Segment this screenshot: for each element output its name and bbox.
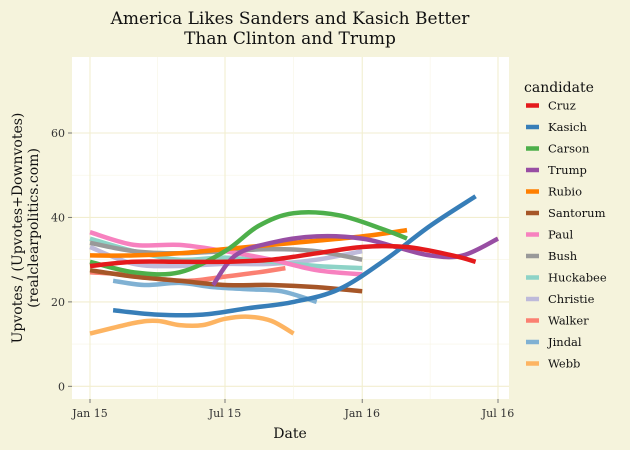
chart-title-line-2: Than Clinton and Trump	[184, 29, 396, 49]
legend-title: candidate	[524, 80, 594, 96]
series-line-webb	[89, 314, 295, 336]
x-tick-label: Jul 15	[208, 407, 242, 420]
plot-panel	[72, 57, 509, 399]
legend-label-cruz: Cruz	[548, 99, 576, 113]
y-axis-title: Upvotes / (Upvotes+Downvotes) (realclear…	[10, 113, 42, 344]
series-line-cruz	[89, 243, 477, 269]
legend: candidate Cruz Kasich Carson Trump Rubio Sant…	[524, 80, 607, 372]
legend-label-paul: Paul	[548, 228, 573, 242]
legend-label-webb: Webb	[548, 357, 580, 371]
legend-label-walker: Walker	[548, 314, 589, 328]
y-axis-title-line-1: Upvotes / (Upvotes+Downvotes)	[10, 113, 26, 344]
legend-label-rubio: Rubio	[548, 185, 582, 199]
axes: 0 20 40 60 Jan 15 Jul 15 Jan 16 Jul 16	[51, 127, 514, 420]
legend-label-trump: Trump	[548, 163, 587, 177]
legend-label-santorum: Santorum	[548, 206, 606, 220]
legend-label-huckabee: Huckabee	[548, 271, 607, 285]
y-tick-label: 0	[58, 380, 65, 393]
y-axis-title-line-2: (realclearpolitics.com)	[26, 148, 42, 308]
x-tick-label: Jan 16	[343, 407, 380, 420]
x-tick-label: Jan 15	[71, 407, 108, 420]
series-lines	[89, 194, 500, 336]
y-tick-label: 20	[51, 296, 65, 309]
chart-title-line-1: America Likes Sanders and Kasich Better	[110, 9, 471, 29]
legend-label-carson: Carson	[548, 142, 590, 156]
legend-label-bush: Bush	[548, 249, 578, 263]
legend-label-kasich: Kasich	[548, 120, 587, 134]
y-tick-label: 40	[51, 211, 65, 224]
series-line-santorum	[89, 267, 363, 294]
x-axis-title: Date	[273, 426, 306, 442]
legend-label-christie: Christie	[548, 292, 595, 306]
series-line-carson	[89, 210, 408, 277]
y-tick-label: 60	[51, 127, 65, 140]
series-line-jindal	[112, 278, 318, 305]
x-tick-label: Jul 16	[481, 407, 515, 420]
legend-label-jindal: Jindal	[547, 335, 582, 349]
series-line-kasich	[112, 194, 477, 318]
